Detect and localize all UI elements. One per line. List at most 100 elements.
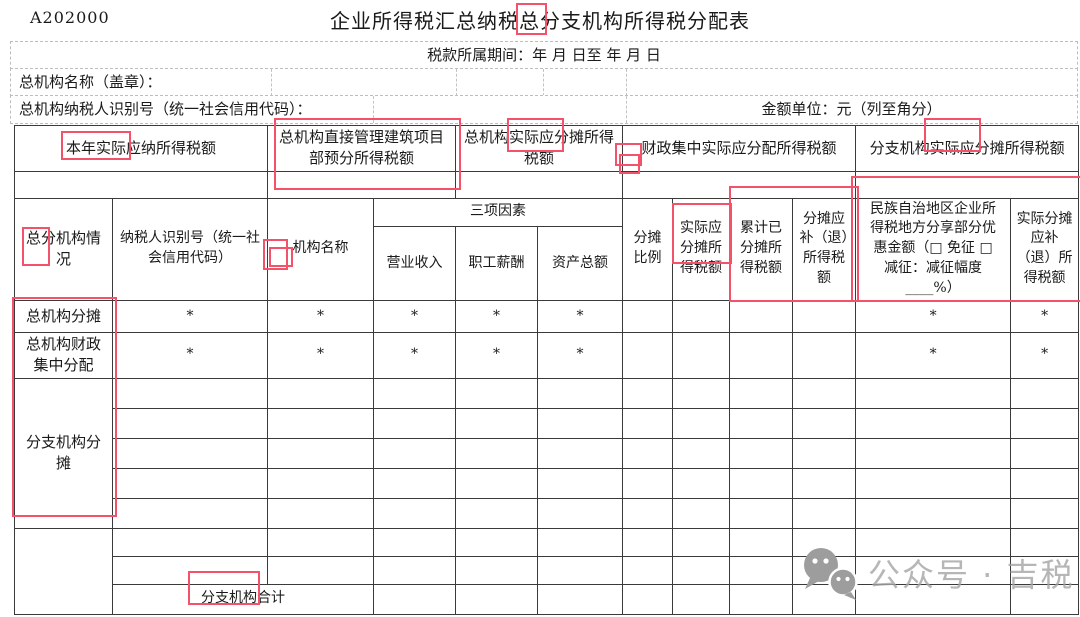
table-header-row-1: 总分机构情况 纳税人识别号（统一社会信用代码） 机构名称 三项因素 分摊比例 实… [14, 197, 1080, 301]
cell [855, 583, 1012, 615]
cell [729, 331, 794, 379]
cell [537, 555, 624, 585]
divider [626, 96, 627, 123]
cell [622, 407, 674, 439]
cell [1010, 583, 1080, 615]
col-header-makeup: 分摊应补（退）所得税额 [792, 197, 857, 301]
cell [267, 527, 375, 557]
cell: * [1010, 299, 1080, 333]
summary-header-construction: 总机构直接管理建筑项目部预分所得税额 [267, 125, 457, 172]
row-label-ho-fiscal: 总机构财政集中分配 [14, 331, 113, 379]
summary-value-cell [855, 170, 1080, 199]
cell [672, 497, 731, 529]
cell [672, 555, 731, 585]
cell: * [373, 299, 457, 333]
col-header-org-name: 机构名称 [267, 197, 375, 301]
cell [111, 437, 269, 469]
divider [626, 69, 627, 96]
cell [1010, 555, 1080, 585]
summary-header-annual-tax: 本年实际应纳所得税额 [13, 125, 269, 172]
cell [111, 467, 269, 499]
cell: * [455, 331, 539, 379]
col-header-three-factors: 三项因素 [373, 197, 624, 227]
divider [373, 96, 374, 123]
cell [111, 377, 269, 409]
cell [672, 377, 731, 409]
cell [622, 299, 674, 333]
cell [622, 437, 674, 469]
cell [455, 555, 539, 585]
watermark: 公众号 · 吉税 [800, 546, 1075, 600]
cell [622, 497, 674, 529]
allocation-table: 本年实际应纳所得税额 总机构直接管理建筑项目部预分所得税额 总机构实际应分摊所得… [13, 125, 1080, 615]
cell [455, 407, 539, 439]
cell [455, 527, 539, 557]
col-header-revenue: 营业收入 [373, 225, 457, 301]
cell [537, 527, 624, 557]
divider [456, 69, 457, 96]
cell: * [267, 299, 375, 333]
cell [537, 497, 624, 529]
unit-label: 金额单位：元（列至角分） [761, 100, 942, 118]
cell [455, 497, 539, 529]
cell: * [455, 299, 539, 333]
col-header-ratio: 分摊比例 [622, 197, 674, 301]
cell [729, 467, 794, 499]
cell [672, 437, 731, 469]
summary-value-cell [13, 170, 269, 199]
col-header-actual-share: 实际应分摊所得税额 [672, 197, 731, 301]
row-branch-2 [15, 407, 1080, 439]
cell [672, 583, 731, 615]
row-branch-4 [15, 467, 1080, 499]
cell [729, 527, 794, 557]
cell: * [1010, 331, 1080, 379]
cell [111, 555, 269, 585]
cell [855, 407, 1012, 439]
cell [672, 527, 731, 557]
cell [373, 377, 457, 409]
org-id-row: 总机构纳税人识别号（统一社会信用代码）： 金额单位：元（列至角分） [10, 95, 1078, 124]
cell [373, 583, 457, 615]
cell [267, 555, 375, 585]
cell [267, 437, 375, 469]
cell [855, 497, 1012, 529]
cell [537, 377, 624, 409]
row-ho-fiscal-allocation: 总机构财政集中分配 * * * * * * * [14, 331, 1080, 379]
cell [622, 527, 674, 557]
cell [672, 407, 731, 439]
cell [373, 497, 457, 529]
cell [622, 583, 674, 615]
cell [729, 407, 794, 439]
cell [14, 527, 113, 615]
cell [792, 497, 857, 529]
cell [729, 583, 794, 615]
cell [622, 331, 674, 379]
cell [672, 467, 731, 499]
cell [729, 555, 794, 585]
cell [792, 299, 857, 333]
tax-period-label: 税款所属期间：年 月 日至 年 月 日 [427, 46, 661, 64]
cell [455, 377, 539, 409]
row-branch-6 [14, 527, 1080, 615]
cell [267, 377, 375, 409]
cell: * [111, 299, 269, 333]
form-title: 企业所得税汇总纳税总分支机构所得税分配表 [330, 9, 750, 33]
org-name-label: 总机构名称（盖章）： [19, 73, 162, 91]
cell [111, 527, 269, 557]
row-branch-3 [15, 437, 1080, 469]
row-branch-1: 分支机构分摊 [14, 377, 1080, 529]
col-header-payroll: 职工薪酬 [455, 225, 539, 301]
cell [267, 467, 375, 499]
col-header-accumulated: 累计已分摊所得税额 [729, 197, 794, 301]
cell [537, 407, 624, 439]
col-header-assets: 资产总额 [537, 225, 624, 301]
summary-value-cell [267, 170, 457, 199]
summary-value-row [13, 170, 1080, 199]
cell: * [111, 331, 269, 379]
cell [855, 467, 1012, 499]
cell [855, 377, 1012, 409]
tax-period-row: 税款所属期间：年 月 日至 年 月 日 [10, 41, 1078, 70]
cell [1010, 467, 1080, 499]
row-label-branch-total: 分支机构合计 [111, 583, 375, 615]
